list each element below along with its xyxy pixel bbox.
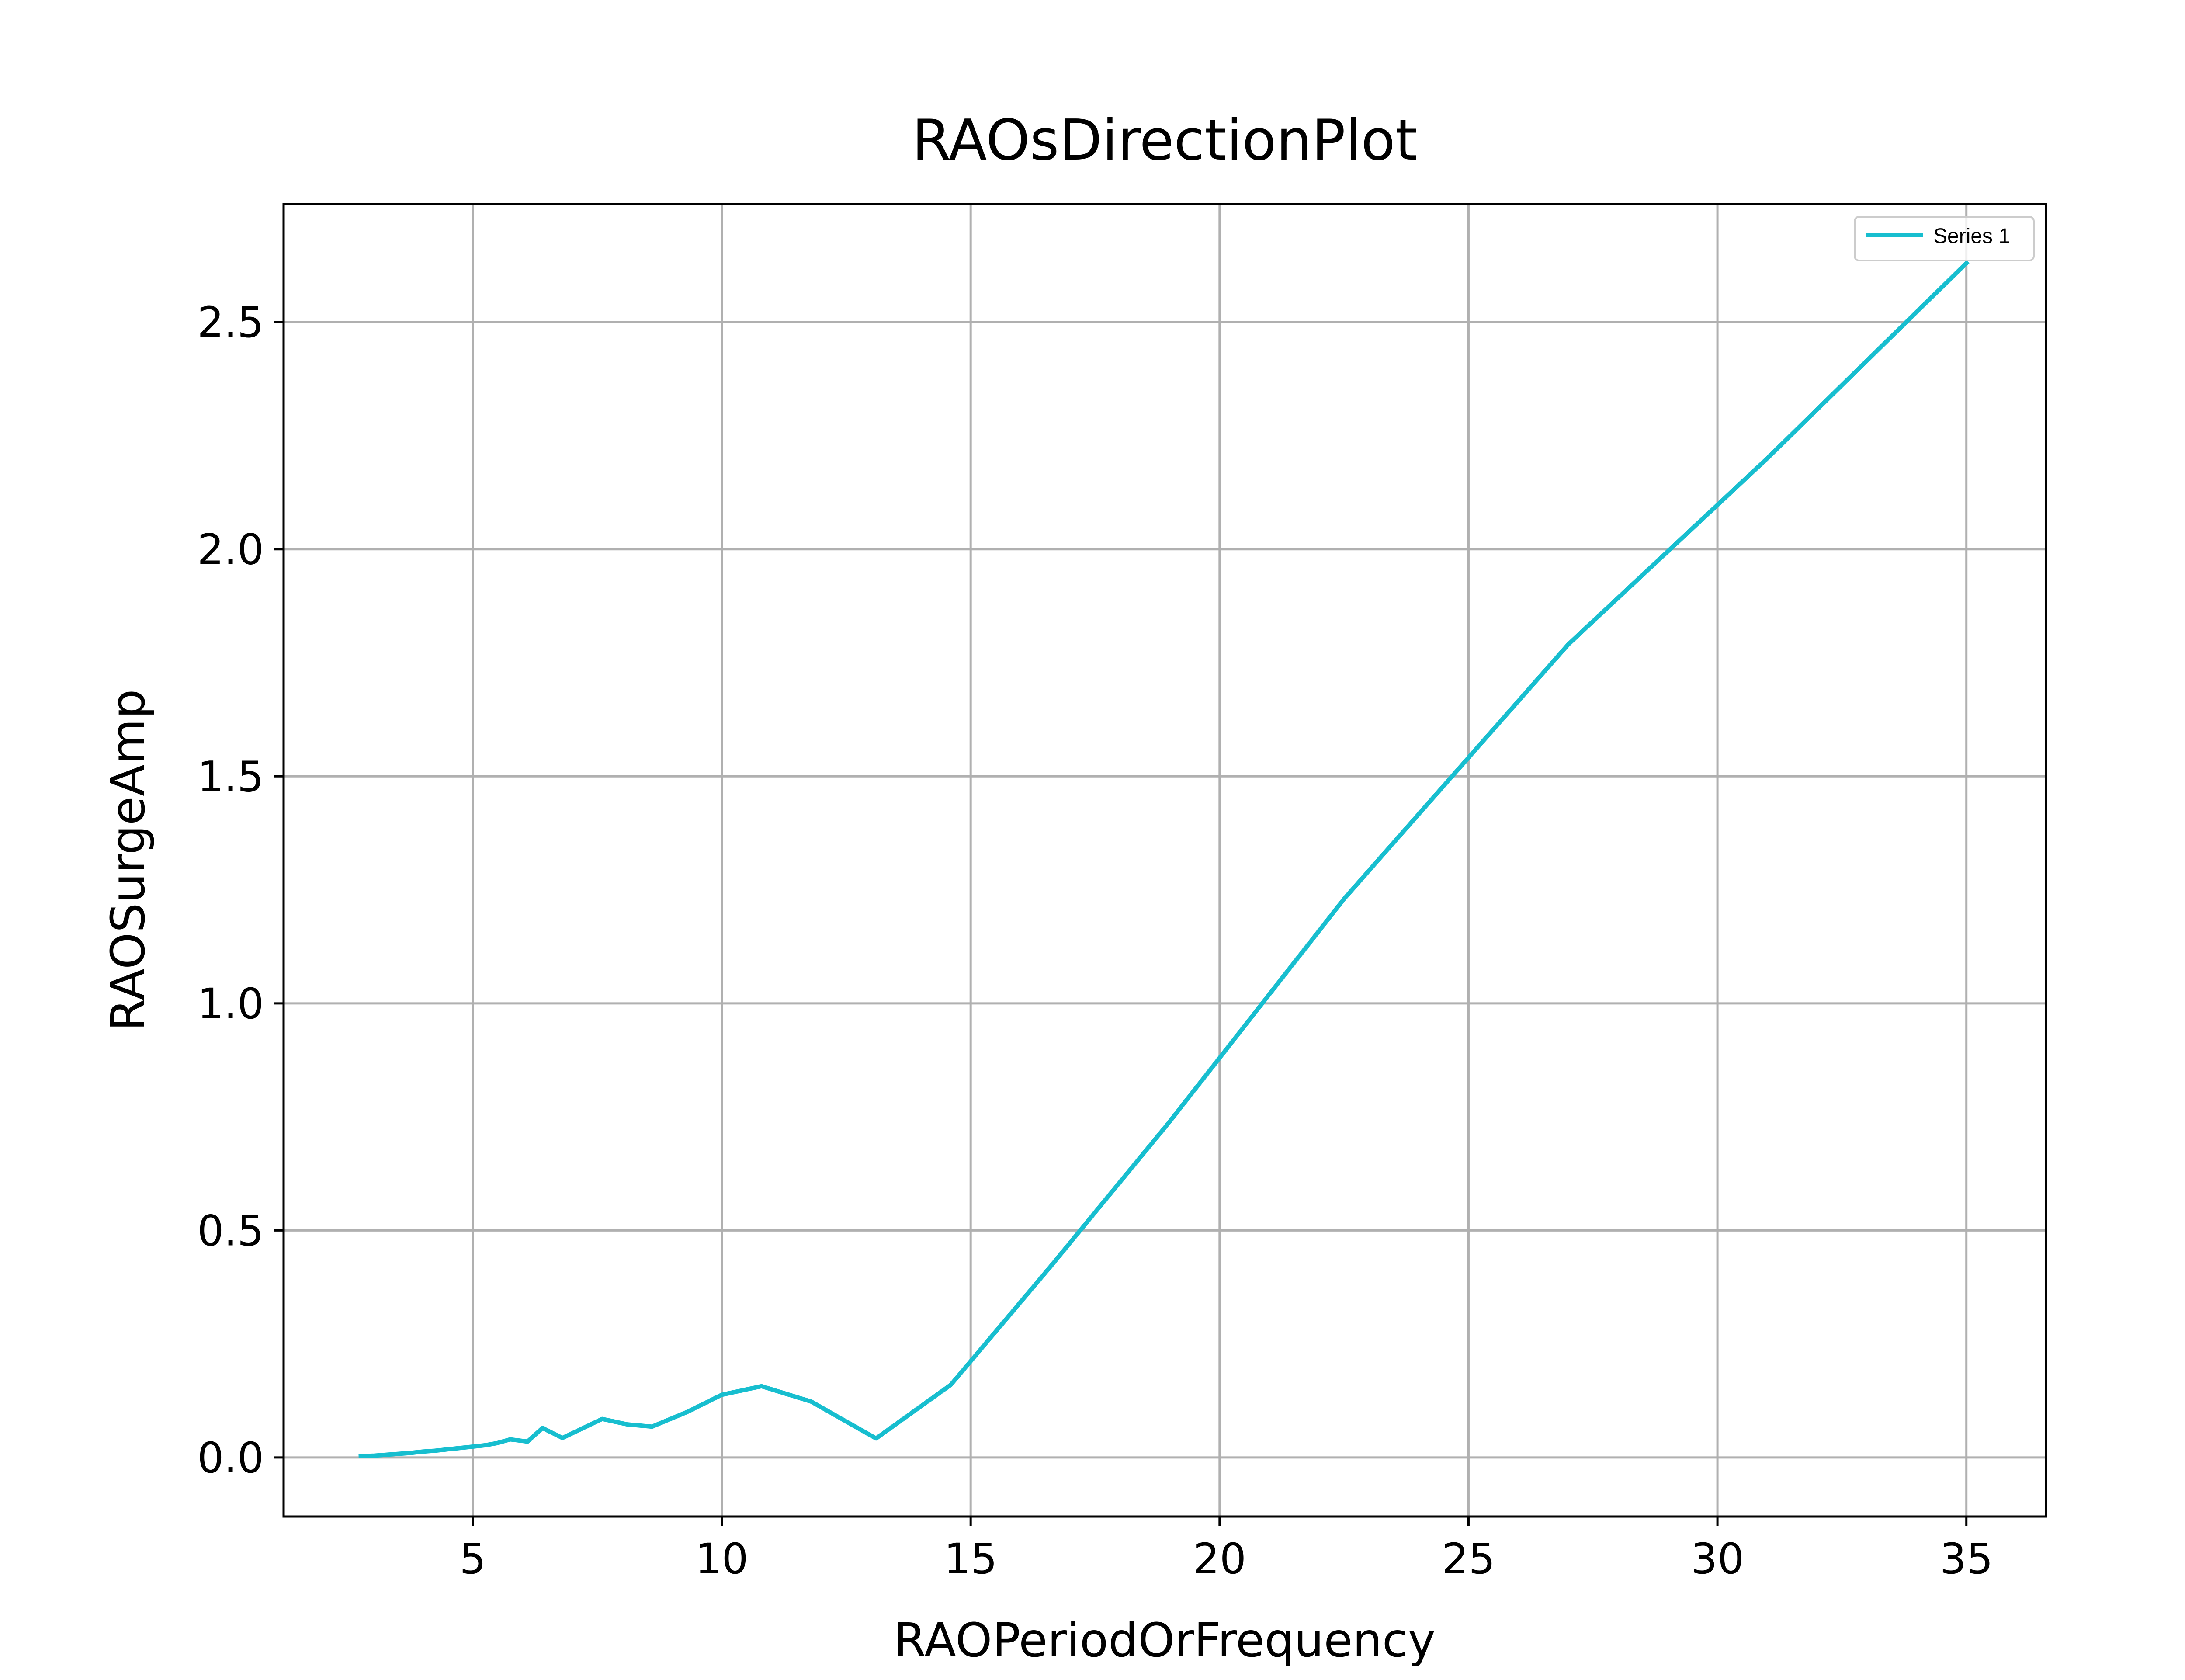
legend-box bbox=[1854, 216, 2035, 261]
y-tick-label: 2.5 bbox=[197, 298, 264, 347]
x-axis-label: RAOPeriodOrFrequency bbox=[894, 1614, 1436, 1668]
y-tick-label: 1.5 bbox=[197, 752, 264, 801]
x-tick-label: 10 bbox=[695, 1534, 748, 1583]
x-tick-label: 35 bbox=[1940, 1534, 1993, 1583]
x-tick-label: 25 bbox=[1442, 1534, 1495, 1583]
y-axis-label: RAOSurgeAmp bbox=[101, 689, 156, 1031]
grid bbox=[284, 204, 2046, 1517]
legend: Series 1 bbox=[1854, 216, 2035, 261]
y-tick-label: 1.0 bbox=[197, 979, 264, 1028]
tick-labels: 5 10 15 20 25 30 35 0.0 0.5 1.0 1.5 2.0 2.5 bbox=[197, 298, 1993, 1583]
x-tick-label: 5 bbox=[459, 1534, 486, 1583]
x-tick-label: 20 bbox=[1193, 1534, 1246, 1583]
series-layer bbox=[358, 260, 1970, 1458]
x-tick-label: 30 bbox=[1691, 1534, 1744, 1583]
plot-area-frame bbox=[282, 203, 2047, 1518]
series-line bbox=[358, 260, 1970, 1458]
chart-title: RAOsDirectionPlot bbox=[912, 108, 1417, 173]
tick-marks bbox=[274, 321, 1968, 1526]
plot-area-background bbox=[284, 204, 2046, 1517]
legend-label: Series 1 bbox=[1933, 225, 2010, 248]
y-tick-label: 0.0 bbox=[197, 1434, 264, 1482]
y-tick-label: 2.0 bbox=[197, 525, 264, 574]
x-tick-label: 15 bbox=[944, 1534, 997, 1583]
y-tick-label: 0.5 bbox=[197, 1206, 264, 1255]
